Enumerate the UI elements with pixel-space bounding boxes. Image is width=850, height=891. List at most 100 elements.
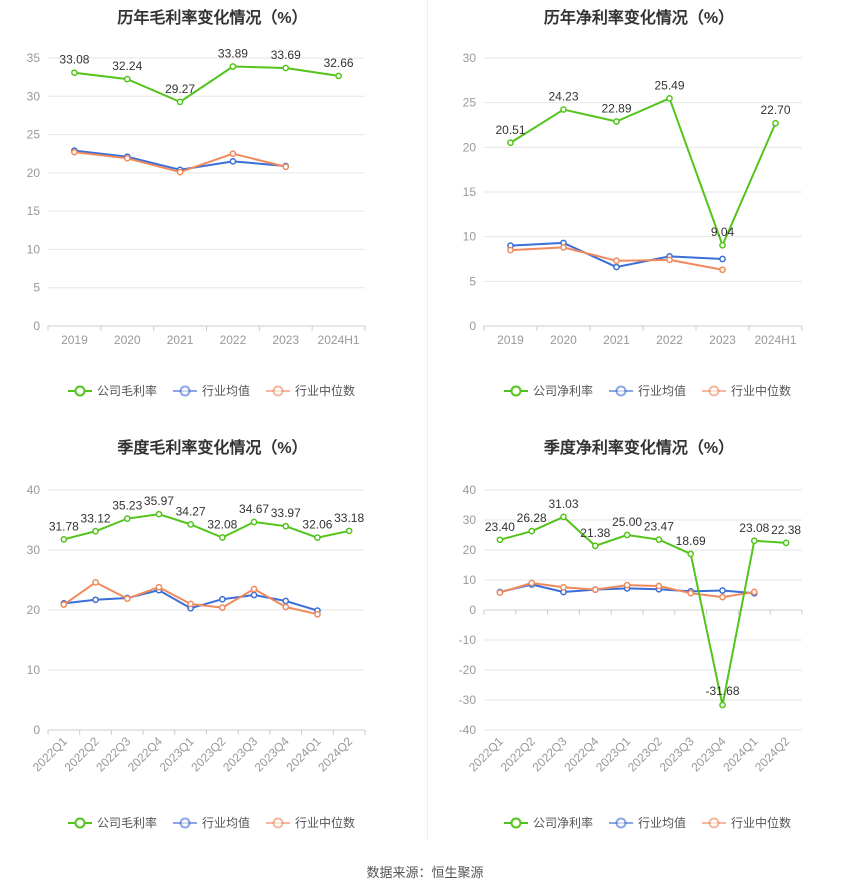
data-point-company — [123, 75, 131, 83]
data-point-company — [687, 550, 695, 558]
quarterly-gross-margin-chart: 季度毛利率变化情况（%） 0 10 20 30 40 2022Q1 2022Q2 2022Q3… — [0, 430, 425, 850]
data-point-company — [229, 63, 237, 70]
data-point-median — [60, 601, 68, 608]
y-tick-label: 10 — [463, 573, 477, 587]
series-line-company — [499, 515, 787, 707]
data-point-company — [528, 527, 536, 535]
y-tick-label: 15 — [27, 204, 41, 218]
legend-label: 行业中位数 — [731, 815, 791, 830]
legend-swatch-marker — [615, 817, 627, 829]
legend-swatch-marker — [272, 385, 284, 397]
y-tick-label: 0 — [469, 603, 476, 617]
y-tick-label: 5 — [469, 274, 476, 288]
legend-label: 公司净利率 — [533, 815, 593, 830]
data-point-company — [507, 139, 514, 147]
x-tick-label: 2024Q2 — [315, 734, 355, 774]
data-point-company — [282, 64, 290, 72]
y-tick-label: 40 — [27, 483, 41, 497]
x-tick-label: 2019 — [497, 333, 524, 347]
data-label: 25.49 — [654, 78, 684, 92]
vertical-divider — [427, 0, 428, 840]
data-point-company — [655, 536, 663, 543]
x-tick-label: 2024H1 — [754, 333, 796, 347]
data-point-company — [187, 521, 194, 528]
data-label: 23.47 — [644, 520, 674, 534]
data-point-company — [613, 118, 620, 125]
data-point-median — [176, 168, 184, 176]
data-point-company — [719, 701, 726, 709]
data-point-median — [282, 163, 290, 171]
data-label: 24.23 — [548, 90, 578, 104]
x-tick-label: 2020 — [114, 333, 141, 347]
x-tick-label: 2019 — [61, 333, 88, 347]
data-point-company — [176, 98, 184, 106]
legend-item-median: 行业中位数 — [702, 815, 791, 830]
data-point-median — [71, 148, 78, 156]
data-label: 22.38 — [771, 523, 801, 537]
data-label: 21.38 — [580, 526, 610, 540]
data-point-avg — [92, 596, 99, 604]
data-label: 34.67 — [239, 502, 269, 516]
legend-label: 公司净利率 — [533, 383, 593, 398]
x-tick-label: 2020 — [550, 333, 577, 347]
y-tick-label: 10 — [27, 663, 41, 677]
data-point-company — [782, 539, 790, 547]
data-source-note: 数据来源：恒生聚源 — [366, 865, 484, 880]
data-label: 22.70 — [760, 103, 790, 117]
data-label: 35.23 — [112, 499, 142, 513]
data-label: 33.12 — [81, 511, 111, 525]
data-point-median — [229, 150, 237, 158]
y-tick-label: 0 — [33, 723, 40, 737]
y-tick-label: 10 — [463, 230, 477, 244]
y-tick-label: 25 — [463, 96, 477, 110]
y-tick-label: 5 — [33, 281, 40, 295]
data-point-median — [282, 603, 290, 611]
data-point-company — [314, 534, 321, 541]
data-point-median — [314, 610, 321, 618]
data-label: 29.27 — [165, 82, 195, 96]
legend-swatch-marker — [179, 817, 191, 829]
quarterly-gross-margin-plot: 0102030402022Q12022Q22022Q32022Q42023Q12… — [27, 483, 366, 830]
data-label: 32.24 — [112, 59, 142, 73]
legend-item-avg: 行业均值 — [173, 815, 250, 830]
data-label: 23.40 — [485, 520, 515, 534]
x-tick-label: 2021 — [603, 333, 630, 347]
legend-label: 公司毛利率 — [97, 815, 157, 830]
data-point-median — [187, 600, 194, 608]
data-point-company — [335, 72, 342, 80]
data-label: 25.00 — [612, 515, 642, 529]
data-point-median — [719, 593, 726, 601]
data-point-median — [123, 595, 131, 602]
data-point-company — [666, 94, 673, 102]
data-label: 31.78 — [49, 519, 79, 533]
legend-swatch-marker — [74, 385, 86, 397]
data-label: 18.69 — [676, 534, 706, 548]
legend-swatch-marker — [510, 817, 522, 829]
legend-label: 行业均值 — [202, 815, 250, 830]
legend-label: 行业中位数 — [295, 383, 355, 398]
data-point-median — [655, 582, 663, 590]
data-point-median — [507, 246, 514, 254]
legend-label: 行业中位数 — [731, 383, 791, 398]
data-point-avg — [719, 255, 726, 263]
x-tick-label: 2022 — [656, 333, 683, 347]
legend-item-company: 公司毛利率 — [68, 383, 157, 398]
legend-item-company: 公司毛利率 — [68, 815, 157, 830]
data-point-median — [666, 256, 673, 264]
x-tick-label: 2023 — [272, 333, 299, 347]
y-tick-label: 30 — [27, 89, 41, 103]
y-tick-label: 20 — [463, 543, 477, 557]
data-label: 33.08 — [59, 53, 89, 67]
quarterly-net-margin-chart: 季度净利率变化情况（%） -40 -30 -20 -10 0 10 20 30 40 2022Q1… — [428, 430, 850, 850]
data-point-median — [560, 244, 567, 251]
data-point-company — [623, 531, 631, 539]
data-point-median — [250, 585, 258, 593]
legend-item-median: 行业中位数 — [702, 383, 791, 398]
y-tick-label: -30 — [459, 693, 477, 707]
data-point-median — [528, 579, 536, 587]
data-point-median — [591, 586, 599, 593]
data-label: -31.68 — [705, 684, 739, 698]
quarterly-net-margin-plot: -40-30-20-100102030402022Q12022Q22022Q32… — [459, 483, 803, 830]
legend-swatch-marker — [708, 385, 720, 397]
legend-item-company: 公司净利率 — [504, 815, 593, 830]
